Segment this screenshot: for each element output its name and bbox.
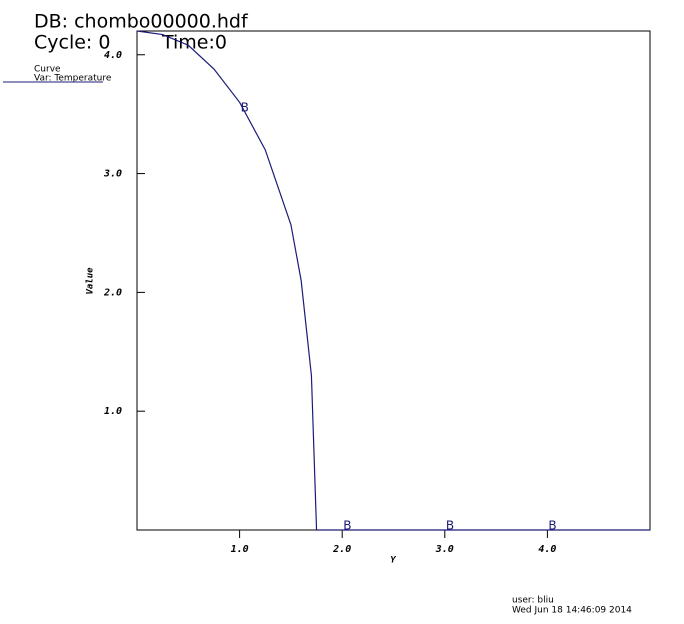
x-tick-label: 2.0 bbox=[332, 544, 351, 555]
user-label: user: bliu bbox=[512, 596, 554, 606]
y-tick-label: 4.0 bbox=[104, 50, 122, 61]
x-tick-label: 4.0 bbox=[538, 544, 556, 555]
curve-marker: B bbox=[446, 519, 454, 533]
x-tick-label: 1.0 bbox=[231, 544, 249, 555]
curve-marker: B bbox=[548, 519, 556, 533]
y-tick-label: 2.0 bbox=[103, 287, 122, 298]
cycle-label: Cycle: 0 bbox=[34, 32, 110, 54]
curve bbox=[136, 30, 650, 531]
legend-variable: Var: Temperature bbox=[34, 74, 112, 84]
y-axis-label: Value bbox=[86, 267, 96, 295]
plot-frame bbox=[136, 30, 651, 531]
curve-marker: B bbox=[241, 100, 249, 114]
x-tick-label: 3.0 bbox=[435, 544, 454, 555]
db-title: DB: chombo00000.hdf bbox=[34, 11, 249, 33]
y-tick-label: 1.0 bbox=[104, 406, 122, 417]
time-label: Time:0 bbox=[161, 32, 227, 54]
date-label: Wed Jun 18 14:46:09 2014 bbox=[512, 606, 632, 616]
curve-marker: B bbox=[343, 519, 351, 533]
legend-title: Curve bbox=[34, 65, 61, 75]
x-axis-label: Y bbox=[390, 556, 396, 566]
y-tick-label: 3.0 bbox=[103, 169, 122, 180]
